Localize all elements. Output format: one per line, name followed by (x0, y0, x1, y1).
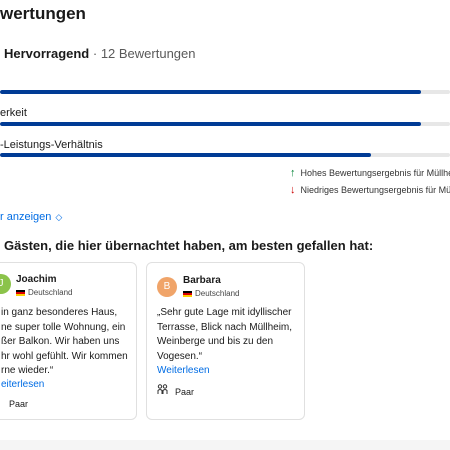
country-label: Deutschland (28, 288, 73, 297)
quote-line: in ganz besonderes Haus, (1, 307, 118, 318)
rating-separator: · (89, 46, 101, 61)
legend-high: ↑ Hohes Bewertungsergebnis für Müllhei (290, 167, 450, 179)
reviewer-name: Barbara (183, 275, 221, 286)
category-bar-track (0, 122, 450, 126)
quote-line: Vogesen.“ (157, 350, 203, 362)
category-bar-track (0, 90, 450, 94)
legend-low-text: Niedriges Bewertungsergebnis für Müll (300, 185, 450, 195)
category-bar-fill (0, 122, 421, 126)
quote-line: Terrasse, Blick nach Müllheim, (157, 321, 293, 333)
legend-low: ↓ Niedriges Bewertungsergebnis für Müll (290, 184, 450, 196)
reviewer-name: Joachim (16, 274, 57, 285)
quote-line: rne wieder.“ (1, 365, 54, 376)
category-bar-track (0, 153, 450, 157)
quote-line: ne super tolle Wohnung, ein (1, 321, 126, 333)
read-more-link[interactable]: Weiterlesen (157, 365, 210, 376)
reviewer-country: Deutschland (16, 288, 72, 297)
category-bar-fill (0, 153, 372, 157)
quote-line: ßer Balkon. Wir haben uns (1, 336, 120, 347)
quote-line: Weinberge und bis zu den (157, 336, 274, 347)
review-quote: in ganz besonderes Haus, ne super tolle … (1, 306, 136, 379)
footer-divider (0, 440, 450, 450)
review-card: J Joachim Deutschland in ganz besonderes… (0, 262, 137, 420)
traveler-type-row: Paar (157, 384, 194, 397)
germany-flag-icon (16, 289, 25, 296)
category-label: -Leistungs-Verhältnis (0, 139, 103, 151)
traveler-type: Paar (175, 387, 195, 397)
traveler-type: Paar (9, 399, 29, 409)
review-count: 12 Bewertungen (100, 46, 196, 61)
rating-word: Hervorragend (4, 46, 90, 61)
rating-summary: Hervorragend · 12 Bewertungen (4, 46, 196, 61)
quote-line: „Sehr gute Lage mit idyllischer (157, 307, 292, 318)
germany-flag-icon (183, 290, 192, 297)
review-card: B Barbara Deutschland „Sehr gute Lage mi… (146, 262, 305, 420)
avatar: J (0, 274, 11, 294)
reviewer-country: Deutschland (183, 289, 239, 298)
category-label: erkeit (0, 107, 27, 119)
show-more-link[interactable]: r anzeigen ◇ (0, 211, 62, 223)
category-bar-fill (0, 90, 421, 94)
read-more-link[interactable]: eiterlesen (1, 379, 45, 390)
avatar: B (157, 277, 177, 297)
people-icon (157, 384, 169, 397)
arrow-down-icon: ↓ (290, 184, 296, 196)
arrow-up-icon: ↑ (290, 167, 296, 179)
quote-line: hr wohl gefühlt. Wir kommen (1, 350, 128, 362)
section-title: Gästen, die hier übernachtet haben, am b… (4, 238, 374, 253)
show-more-label: r anzeigen (0, 211, 52, 223)
country-label: Deutschland (195, 289, 240, 298)
chevron-updown-icon: ◇ (55, 212, 63, 222)
reviews-heading: wertungen (0, 4, 86, 23)
review-quote: „Sehr gute Lage mit idyllischer Terrasse… (157, 306, 302, 364)
legend-high-text: Hohes Bewertungsergebnis für Müllhei (300, 168, 450, 178)
